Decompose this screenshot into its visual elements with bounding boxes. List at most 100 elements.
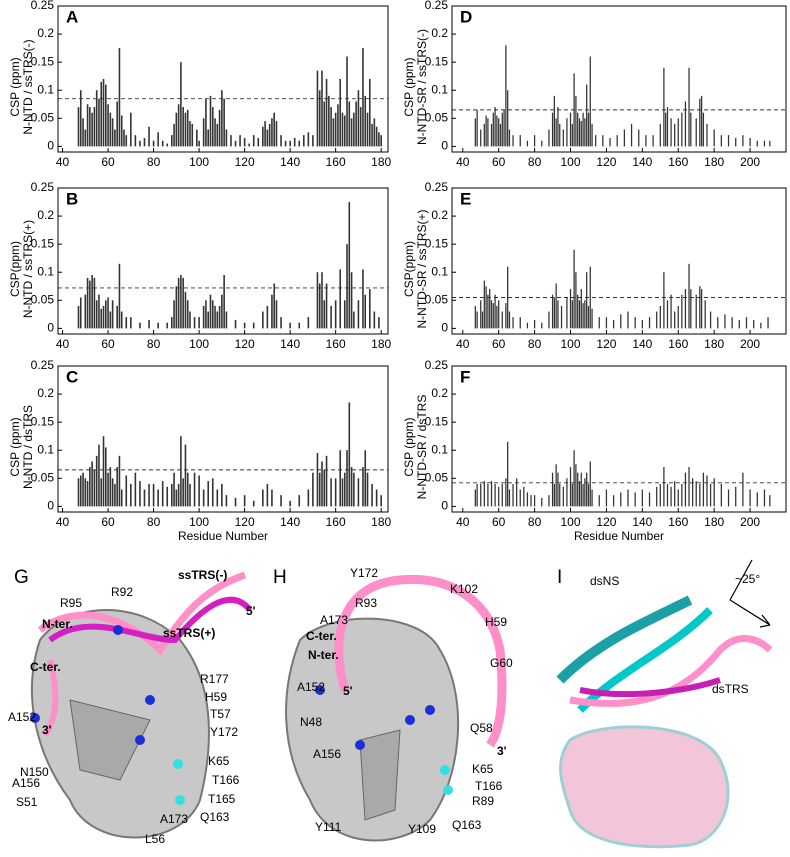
bar <box>582 483 584 507</box>
bar <box>366 112 369 147</box>
bar <box>177 483 180 507</box>
bar <box>321 272 323 329</box>
bar <box>612 319 615 329</box>
structure-label: 5' <box>343 684 353 698</box>
bar <box>157 322 159 329</box>
bar <box>214 118 216 147</box>
bar <box>125 135 128 147</box>
bar <box>209 95 212 147</box>
bar <box>587 112 590 147</box>
bar <box>134 135 137 147</box>
bar <box>205 300 207 329</box>
bar <box>109 467 112 507</box>
bar <box>533 135 536 147</box>
bar <box>666 483 669 507</box>
bar <box>77 107 80 147</box>
x-tick-label: 160 <box>668 155 688 169</box>
bar <box>476 483 478 507</box>
x-tick-label: 200 <box>740 337 760 351</box>
bar <box>474 305 476 329</box>
bar <box>677 489 679 507</box>
bar <box>93 469 96 507</box>
bar <box>211 300 214 329</box>
bar <box>180 436 182 507</box>
structure-label: R92 <box>111 585 133 599</box>
structure-label: Y111 <box>315 820 342 834</box>
bar <box>189 311 191 329</box>
bar <box>742 472 744 507</box>
bar <box>234 140 237 147</box>
structure-label: R93 <box>355 596 377 610</box>
bar <box>573 249 575 329</box>
bar <box>339 269 342 329</box>
x-tick-label: 100 <box>189 155 209 169</box>
beta-sheet <box>359 729 401 821</box>
bar <box>355 101 357 147</box>
bar <box>496 115 498 147</box>
bar <box>656 486 658 507</box>
bar <box>111 478 114 507</box>
bar <box>221 294 223 329</box>
bar <box>84 478 87 507</box>
bar <box>652 135 654 147</box>
bar <box>334 478 337 507</box>
x-tick-label: 80 <box>528 515 542 529</box>
bar <box>289 500 291 507</box>
bar <box>234 319 237 329</box>
bar <box>111 300 114 329</box>
structure-label: N-ter. <box>308 648 339 662</box>
bar <box>143 137 146 147</box>
bar <box>499 123 502 147</box>
bar <box>186 300 189 329</box>
residue-sphere <box>405 715 415 725</box>
y-axis-label-2: N-NTD-SR / dsTRS <box>415 395 429 500</box>
bar <box>262 489 264 507</box>
bar <box>318 90 321 147</box>
y-axis-label: CSP (ppm) <box>8 57 22 116</box>
residue-sphere <box>173 759 183 769</box>
bar <box>214 305 216 329</box>
y-axis-label: CSP (ppm) <box>402 57 416 116</box>
x-tick-label: 80 <box>147 155 161 169</box>
bar <box>307 317 310 329</box>
bar <box>189 121 191 147</box>
x-tick-label: 180 <box>371 155 391 169</box>
x-tick-label: 180 <box>704 155 724 169</box>
bar <box>573 450 575 507</box>
bar <box>695 294 697 329</box>
structure-label: A152 <box>297 680 325 694</box>
bar <box>580 472 582 507</box>
x-tick-label: 180 <box>704 337 724 351</box>
bar <box>508 489 511 507</box>
x-tick-label: 180 <box>704 515 724 529</box>
bar <box>690 112 692 147</box>
bar <box>350 118 353 147</box>
bar <box>516 478 518 507</box>
bar <box>161 140 164 147</box>
bar <box>503 109 505 147</box>
bar <box>152 140 155 147</box>
bar <box>533 495 536 507</box>
bar <box>337 104 339 147</box>
y-tick-label: 0.25 <box>425 358 449 372</box>
bar <box>102 305 105 329</box>
structure-label: R177 <box>200 672 229 686</box>
structure-label: G60 <box>490 656 513 670</box>
bar <box>243 495 246 507</box>
rna-ribbon <box>569 634 773 707</box>
bar <box>492 303 494 329</box>
bar <box>681 294 683 329</box>
bar <box>699 286 701 329</box>
structure-label: A152 <box>8 710 36 724</box>
structure-label: Y172 <box>210 725 238 739</box>
bar <box>346 56 348 147</box>
bar <box>348 101 351 147</box>
bar <box>541 322 543 329</box>
bar <box>566 118 568 147</box>
bar <box>742 135 744 147</box>
bar <box>184 444 187 507</box>
bar <box>346 244 348 329</box>
bar <box>148 483 150 507</box>
x-tick-label: 60 <box>492 515 506 529</box>
